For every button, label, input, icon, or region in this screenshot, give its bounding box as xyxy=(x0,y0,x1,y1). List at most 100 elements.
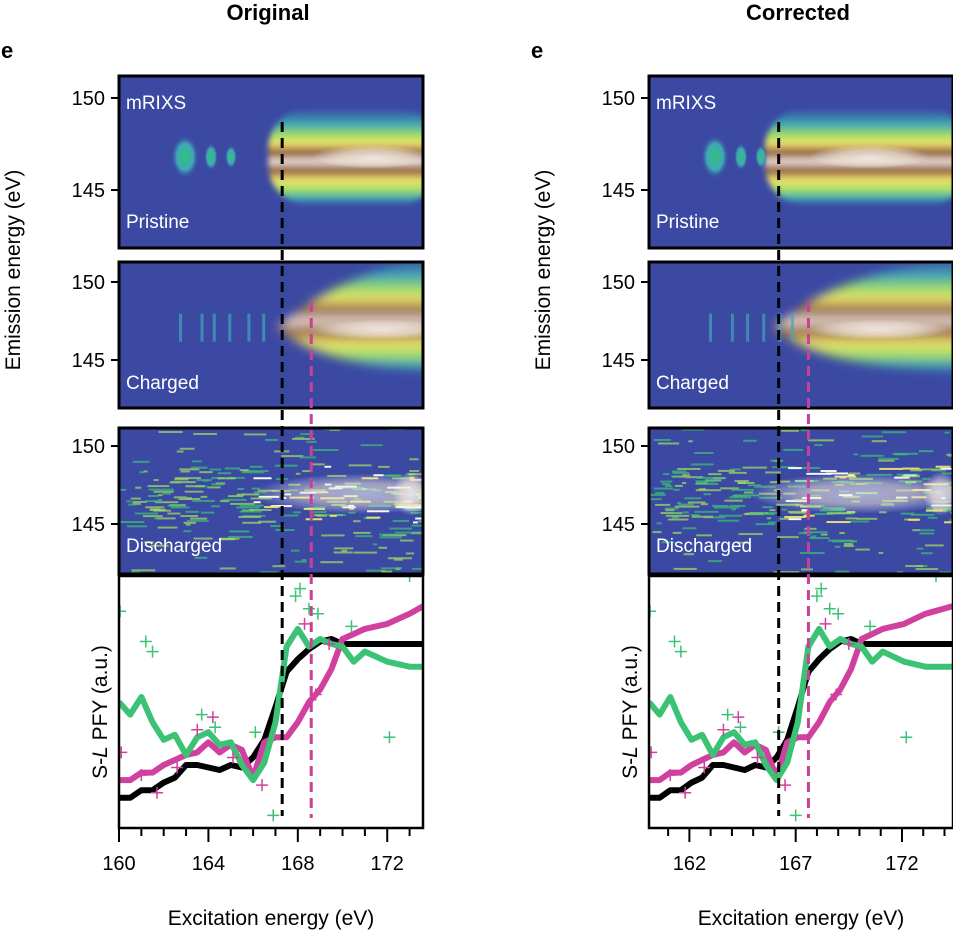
noise-streak xyxy=(691,515,714,518)
noise-streak xyxy=(380,567,402,570)
noise-streak xyxy=(353,531,371,534)
noise-streak xyxy=(366,516,381,519)
noise-streak xyxy=(919,532,935,535)
noise-streak xyxy=(126,500,132,503)
emission-tick-label: 145 xyxy=(72,350,105,372)
pre-edge-feature xyxy=(228,313,232,342)
noise-streak xyxy=(713,506,740,509)
scatter-point xyxy=(819,617,832,630)
pre-edge-feature xyxy=(746,313,750,342)
noise-streak xyxy=(180,515,199,518)
noise-streak xyxy=(242,493,260,496)
noise-streak xyxy=(409,458,419,461)
series-line-discharged xyxy=(649,625,953,784)
noise-streak xyxy=(730,468,742,471)
scatter-point xyxy=(311,607,324,620)
noise-streak xyxy=(411,524,423,527)
noise-streak xyxy=(832,540,858,543)
pre-edge-feature xyxy=(212,313,216,342)
noise-streak xyxy=(394,531,414,534)
noise-streak xyxy=(316,514,327,517)
noise-streak xyxy=(242,521,262,524)
noise-streak xyxy=(809,537,830,540)
noise-streak xyxy=(300,433,314,436)
noise-streak xyxy=(193,432,217,435)
noise-streak xyxy=(777,536,799,539)
noise-streak xyxy=(707,560,723,563)
scatter-point xyxy=(298,617,311,630)
noise-streak xyxy=(242,514,266,517)
noise-streak xyxy=(236,493,245,496)
panel-corrected: Corrected e Emission energy (eV) S-L PFY (a… xyxy=(531,0,953,930)
scatter-point xyxy=(289,590,302,603)
noise-streak xyxy=(688,440,693,443)
noise-streak xyxy=(826,521,851,524)
band-hotspot xyxy=(808,319,949,340)
map-frame xyxy=(117,260,425,410)
noise-streak xyxy=(655,492,665,495)
noise-streak xyxy=(154,517,159,520)
noise-streak xyxy=(134,512,158,515)
band-hotspot xyxy=(252,473,423,514)
noise-streak xyxy=(843,543,853,546)
noise-streak xyxy=(150,544,169,547)
noise-streak xyxy=(682,474,690,477)
scatter-point xyxy=(830,688,843,701)
noise-streak xyxy=(839,532,845,535)
noise-streak xyxy=(770,459,784,462)
noise-streak xyxy=(272,565,286,568)
noise-streak xyxy=(222,498,247,501)
label-pristine: Pristine xyxy=(656,212,719,233)
noise-streak xyxy=(157,526,178,529)
band-hotspot xyxy=(808,144,929,169)
x-tick-label: 167 xyxy=(779,853,812,875)
emission-tick-label: 145 xyxy=(72,514,105,536)
noise-streak xyxy=(808,439,835,442)
panel-title: Original xyxy=(226,0,309,25)
noise-streak xyxy=(949,519,953,522)
noise-streak xyxy=(814,443,823,446)
noise-streak xyxy=(153,490,174,493)
noise-streak xyxy=(798,532,812,535)
noise-streak xyxy=(814,513,835,516)
noise-streak xyxy=(412,531,423,534)
noise-streak xyxy=(712,504,729,507)
noise-streak xyxy=(158,430,183,433)
scatter-point xyxy=(810,590,823,603)
noise-streak xyxy=(353,520,361,523)
noise-streak xyxy=(781,508,788,511)
noise-streak xyxy=(845,517,858,520)
emission-tick-label: 150 xyxy=(72,436,105,458)
noise-streak xyxy=(132,502,141,505)
noise-streak xyxy=(661,541,675,544)
noise-streak xyxy=(175,477,201,480)
x-tick-label: 162 xyxy=(673,853,706,875)
noise-streak xyxy=(927,516,938,519)
map-discharged: Discharged 150 145 xyxy=(602,426,953,576)
noise-streak xyxy=(789,511,807,514)
x-axis-label: Excitation energy (eV) xyxy=(168,907,375,930)
noise-streak xyxy=(769,509,776,512)
noise-streak xyxy=(742,466,767,469)
noise-streak xyxy=(264,506,279,509)
series-line-charged xyxy=(119,603,423,784)
noise-streak xyxy=(379,533,396,536)
map-pristine: mRIXS Pristine 150 145 xyxy=(602,74,953,250)
noise-streak xyxy=(825,472,849,475)
noise-streak xyxy=(162,492,172,495)
scatter-point xyxy=(698,761,711,774)
map-discharged: Discharged 150 145 xyxy=(72,426,425,576)
noise-streak xyxy=(348,464,372,467)
noise-streak xyxy=(224,467,240,470)
noise-streak xyxy=(251,487,260,490)
noise-streak xyxy=(147,494,159,497)
noise-streak xyxy=(855,548,870,551)
scatter-point xyxy=(842,638,855,651)
noise-streak xyxy=(378,465,390,468)
noise-streak xyxy=(878,459,895,462)
scatter-point xyxy=(345,620,358,633)
noise-streak xyxy=(281,514,299,517)
noise-streak xyxy=(800,429,809,432)
noise-streak xyxy=(145,506,165,509)
noise-streak xyxy=(694,451,714,454)
